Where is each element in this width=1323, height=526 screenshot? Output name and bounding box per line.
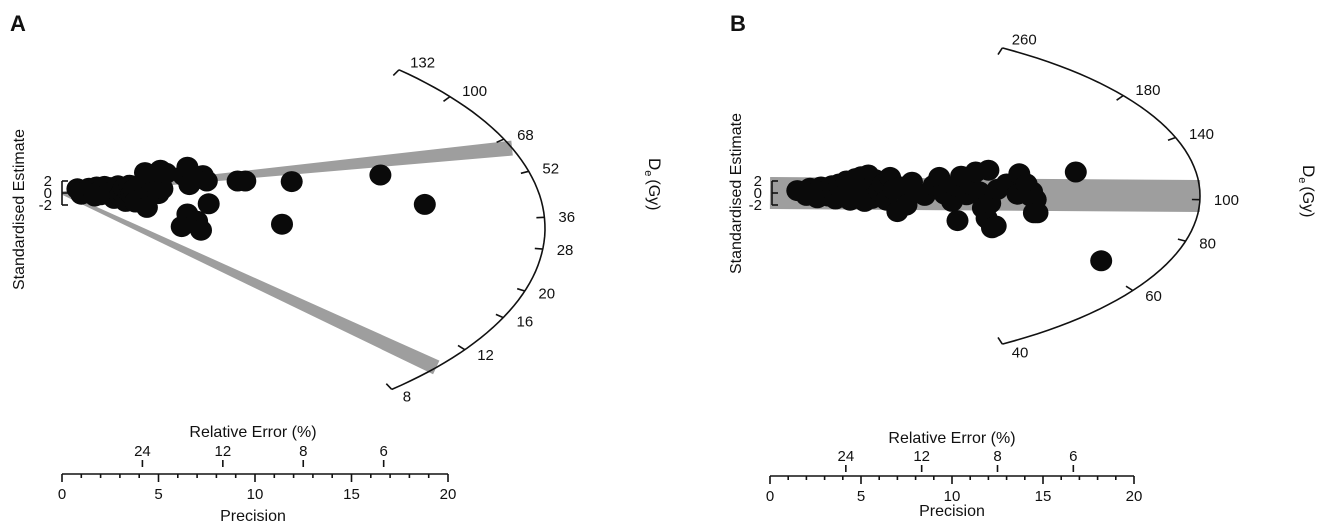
- radial-tick-mark: [385, 383, 393, 390]
- y-tick-label: 0: [44, 185, 52, 202]
- top-tick-label: 6: [379, 443, 387, 460]
- panel-a-y-axis: 20-2: [39, 173, 68, 214]
- radial-tick-mark: [516, 287, 526, 292]
- x-tick-label: 0: [766, 488, 774, 505]
- radial-tick-label: 180: [1135, 82, 1160, 99]
- x-tick-label: 5: [857, 488, 865, 505]
- data-point: [190, 219, 212, 241]
- top-tick-label: 8: [299, 443, 307, 460]
- radial-tick-mark: [1116, 94, 1124, 101]
- radial-tick-label: 260: [1012, 32, 1037, 49]
- radial-tick-label: 12: [477, 347, 494, 364]
- panel-a-top-ticks: 24 12 8 6: [134, 443, 388, 467]
- radial-tick-mark: [1167, 136, 1176, 141]
- data-point: [280, 171, 303, 193]
- radial-tick-label: 40: [1012, 345, 1029, 362]
- top-tick-label: 12: [913, 448, 930, 465]
- panel-b-top-axis-label: Relative Error (%): [888, 430, 1015, 447]
- y-tick-label: 2: [754, 173, 762, 190]
- top-tick-label: 6: [1069, 448, 1077, 465]
- radial-tick-label: 52: [542, 161, 559, 178]
- y-tick-label: -2: [749, 197, 762, 214]
- data-point: [271, 213, 293, 235]
- data-point: [1090, 250, 1113, 272]
- data-point: [984, 215, 1007, 237]
- data-point: [946, 210, 969, 232]
- panel-a-letter: A: [10, 11, 26, 36]
- y-tick-label: 0: [754, 185, 762, 202]
- radial-tick-label: 36: [558, 209, 575, 226]
- radial-tick-mark: [457, 344, 466, 351]
- radial-tick-mark: [1177, 238, 1186, 242]
- panel-a-top-axis-label: Relative Error (%): [189, 424, 316, 441]
- radial-tick-label: 80: [1199, 236, 1216, 253]
- data-point: [135, 196, 158, 218]
- radial-tick-label: 60: [1145, 288, 1162, 305]
- radial-tick-label: 140: [1189, 126, 1214, 143]
- radial-tick-mark: [997, 336, 1003, 345]
- top-tick-label: 8: [993, 448, 1001, 465]
- radial-tick-label: 28: [557, 242, 574, 259]
- radial-tick-label: 16: [517, 314, 534, 331]
- panel-b-radial-axis: 260 180 140 100 80 60 40: [997, 32, 1239, 362]
- x-tick-label: 10: [944, 488, 961, 505]
- data-point: [928, 166, 951, 188]
- panel-b-radial-axis-label: De(Gy): [1296, 165, 1318, 218]
- top-tick-label: 12: [214, 443, 231, 460]
- band-2: [61, 191, 440, 375]
- data-point: [977, 159, 1000, 181]
- x-tick-label: 20: [1126, 488, 1143, 505]
- panel-b-top-ticks: 24 12 8 6: [837, 448, 1078, 472]
- panel-b-x-axis: 0 5 10 15 20: [766, 475, 1143, 505]
- radial-tick-label: 132: [410, 55, 435, 72]
- radial-tick-mark: [496, 138, 505, 144]
- panel-a-points: [66, 156, 436, 241]
- radial-axis-arc: [1002, 47, 1201, 345]
- panel-a-y-axis-label: Standardised Estimate: [11, 129, 28, 290]
- top-tick-label: 24: [837, 448, 854, 465]
- radial-tick-mark: [997, 47, 1003, 56]
- radial-tick-label: 68: [517, 127, 534, 144]
- data-point: [195, 170, 218, 192]
- panel-a-radial-axis-label: De(Gy): [642, 158, 664, 211]
- x-tick-label: 20: [440, 486, 457, 503]
- data-point: [197, 193, 220, 215]
- panel-b-y-axis: 20-2: [749, 173, 778, 214]
- radial-tick-label: 100: [1214, 192, 1239, 209]
- radial-tick-label: 8: [403, 389, 411, 406]
- panel-a-x-axis-label: Precision: [220, 508, 286, 525]
- panel-a: A 20-2 Standardised Estimate 13210068523…: [10, 11, 664, 525]
- x-tick-label: 5: [154, 486, 162, 503]
- radial-tick-mark: [520, 170, 529, 175]
- panel-b-y-axis-label: Standardised Estimate: [728, 113, 745, 274]
- x-tick-label: 0: [58, 486, 66, 503]
- radial-tick-mark: [495, 313, 504, 319]
- panel-b-points: [786, 159, 1113, 272]
- panel-b-letter: B: [730, 11, 746, 36]
- data-point: [413, 193, 436, 215]
- panel-b-x-axis-label: Precision: [919, 503, 985, 520]
- radial-tick-mark: [443, 95, 451, 102]
- data-point: [155, 162, 178, 184]
- y-tick-label: 2: [44, 173, 52, 190]
- radial-axis-arc: [391, 69, 546, 391]
- data-point: [369, 164, 392, 186]
- radial-tick-mark: [534, 247, 543, 250]
- panel-b: B 20-2 Standardised Estimate 26018014010…: [728, 11, 1318, 520]
- x-tick-label: 15: [1035, 488, 1052, 505]
- radial-tick-mark: [392, 69, 400, 76]
- top-tick-label: 24: [134, 443, 151, 460]
- data-point: [1064, 161, 1087, 183]
- x-tick-label: 15: [343, 486, 360, 503]
- data-point: [234, 170, 257, 192]
- radial-tick-label: 100: [462, 83, 487, 100]
- radial-tick-label: 20: [538, 286, 555, 303]
- y-tick-label: -2: [39, 197, 52, 214]
- x-tick-label: 10: [247, 486, 264, 503]
- data-point: [1026, 202, 1049, 224]
- radial-tick-mark: [1125, 285, 1134, 292]
- panel-a-x-axis: 0 5 10 15 20: [58, 473, 457, 503]
